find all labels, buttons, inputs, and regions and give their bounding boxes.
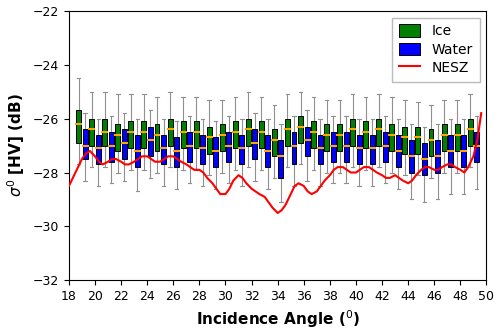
Bar <box>402 127 407 154</box>
Bar <box>468 119 472 145</box>
Bar <box>200 135 205 164</box>
Bar <box>266 135 270 167</box>
Bar <box>90 119 94 145</box>
Bar <box>168 119 172 145</box>
Bar <box>226 132 231 162</box>
Bar <box>435 140 440 172</box>
Bar <box>259 121 264 148</box>
Bar <box>318 135 322 164</box>
Bar <box>376 119 382 145</box>
Bar <box>174 137 179 167</box>
Bar <box>206 127 212 154</box>
Bar <box>148 127 153 156</box>
Bar <box>240 135 244 164</box>
Bar <box>96 135 100 164</box>
Bar <box>428 129 434 156</box>
Bar <box>142 121 146 148</box>
Bar <box>285 119 290 145</box>
Bar <box>76 111 81 143</box>
Bar <box>474 132 479 162</box>
Bar <box>396 135 401 167</box>
Bar <box>102 119 108 145</box>
Bar <box>337 124 342 151</box>
Bar <box>154 124 160 151</box>
Bar <box>304 127 310 156</box>
Bar <box>344 132 348 162</box>
Bar <box>272 129 277 156</box>
Bar <box>409 140 414 172</box>
Bar <box>390 124 394 151</box>
Bar <box>461 135 466 167</box>
Bar <box>213 137 218 167</box>
Bar <box>370 135 375 164</box>
Bar <box>292 132 296 164</box>
Bar <box>161 135 166 164</box>
Bar <box>422 143 427 175</box>
Bar <box>82 129 87 159</box>
Bar <box>187 132 192 162</box>
Bar <box>278 140 283 178</box>
Bar <box>116 124 120 151</box>
Bar <box>448 135 453 167</box>
Bar <box>135 135 140 167</box>
Bar <box>356 135 362 164</box>
Bar <box>364 121 368 148</box>
Bar <box>194 121 198 148</box>
Bar <box>350 119 355 145</box>
Y-axis label: $\sigma^0$ [HV] (dB): $\sigma^0$ [HV] (dB) <box>6 93 28 198</box>
X-axis label: Incidence Angle ($^0$): Incidence Angle ($^0$) <box>196 309 360 330</box>
Bar <box>128 121 134 148</box>
Bar <box>442 124 446 151</box>
Bar <box>298 116 303 143</box>
Bar <box>454 124 460 151</box>
Bar <box>416 127 420 154</box>
Bar <box>330 132 336 162</box>
Legend: Ice, Water, NESZ: Ice, Water, NESZ <box>392 17 480 82</box>
Bar <box>122 129 127 159</box>
Bar <box>311 121 316 148</box>
Bar <box>383 132 388 162</box>
Bar <box>220 124 224 151</box>
Bar <box>109 132 114 162</box>
Bar <box>324 124 329 151</box>
Bar <box>246 119 251 145</box>
Bar <box>252 129 258 159</box>
Bar <box>180 121 186 148</box>
Bar <box>233 121 237 148</box>
